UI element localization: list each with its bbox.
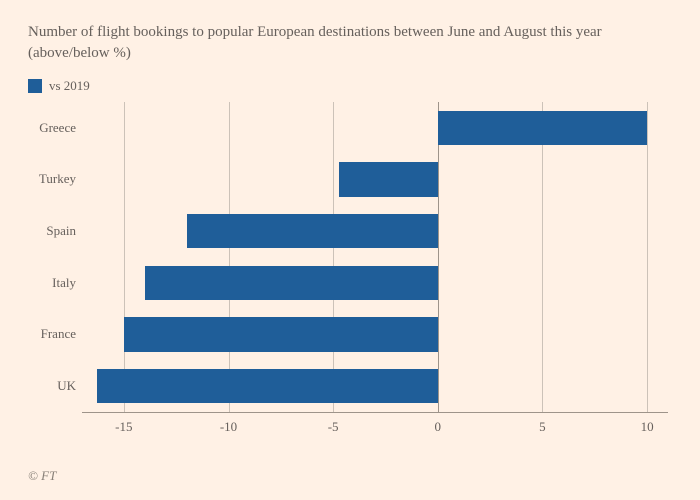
x-tick: 5 bbox=[539, 419, 546, 435]
category-label: Italy bbox=[22, 275, 76, 291]
chart-title: Number of flight bookings to popular Eur… bbox=[28, 22, 648, 64]
category-label: Spain bbox=[22, 223, 76, 239]
x-tick: 0 bbox=[435, 419, 442, 435]
legend: vs 2019 bbox=[28, 78, 672, 94]
plot-area: Greece Turkey Spain Italy France UK bbox=[82, 102, 668, 412]
bar-row: UK bbox=[82, 364, 668, 408]
bar bbox=[187, 214, 438, 248]
legend-swatch bbox=[28, 79, 42, 93]
x-tick: -15 bbox=[115, 419, 132, 435]
credit: © FT bbox=[28, 468, 56, 484]
bar bbox=[145, 266, 438, 300]
x-tick: -10 bbox=[220, 419, 237, 435]
x-axis: -15 -10 -5 0 5 10 bbox=[82, 412, 668, 442]
bar-row: Italy bbox=[82, 261, 668, 305]
category-label: Greece bbox=[22, 120, 76, 136]
bar-row: Turkey bbox=[82, 158, 668, 202]
category-label: France bbox=[22, 326, 76, 342]
bar-row: Greece bbox=[82, 106, 668, 150]
x-tick: -5 bbox=[328, 419, 339, 435]
category-label: UK bbox=[22, 378, 76, 394]
x-tick: 10 bbox=[641, 419, 654, 435]
chart-area: Greece Turkey Spain Italy France UK -15 -10 -5 0… bbox=[82, 102, 668, 442]
bar-row: Spain bbox=[82, 209, 668, 253]
category-label: Turkey bbox=[22, 171, 76, 187]
legend-label: vs 2019 bbox=[49, 78, 90, 94]
bar bbox=[124, 317, 438, 351]
bar bbox=[97, 369, 438, 403]
bar bbox=[438, 111, 647, 145]
bar bbox=[339, 162, 437, 196]
bar-row: France bbox=[82, 313, 668, 357]
